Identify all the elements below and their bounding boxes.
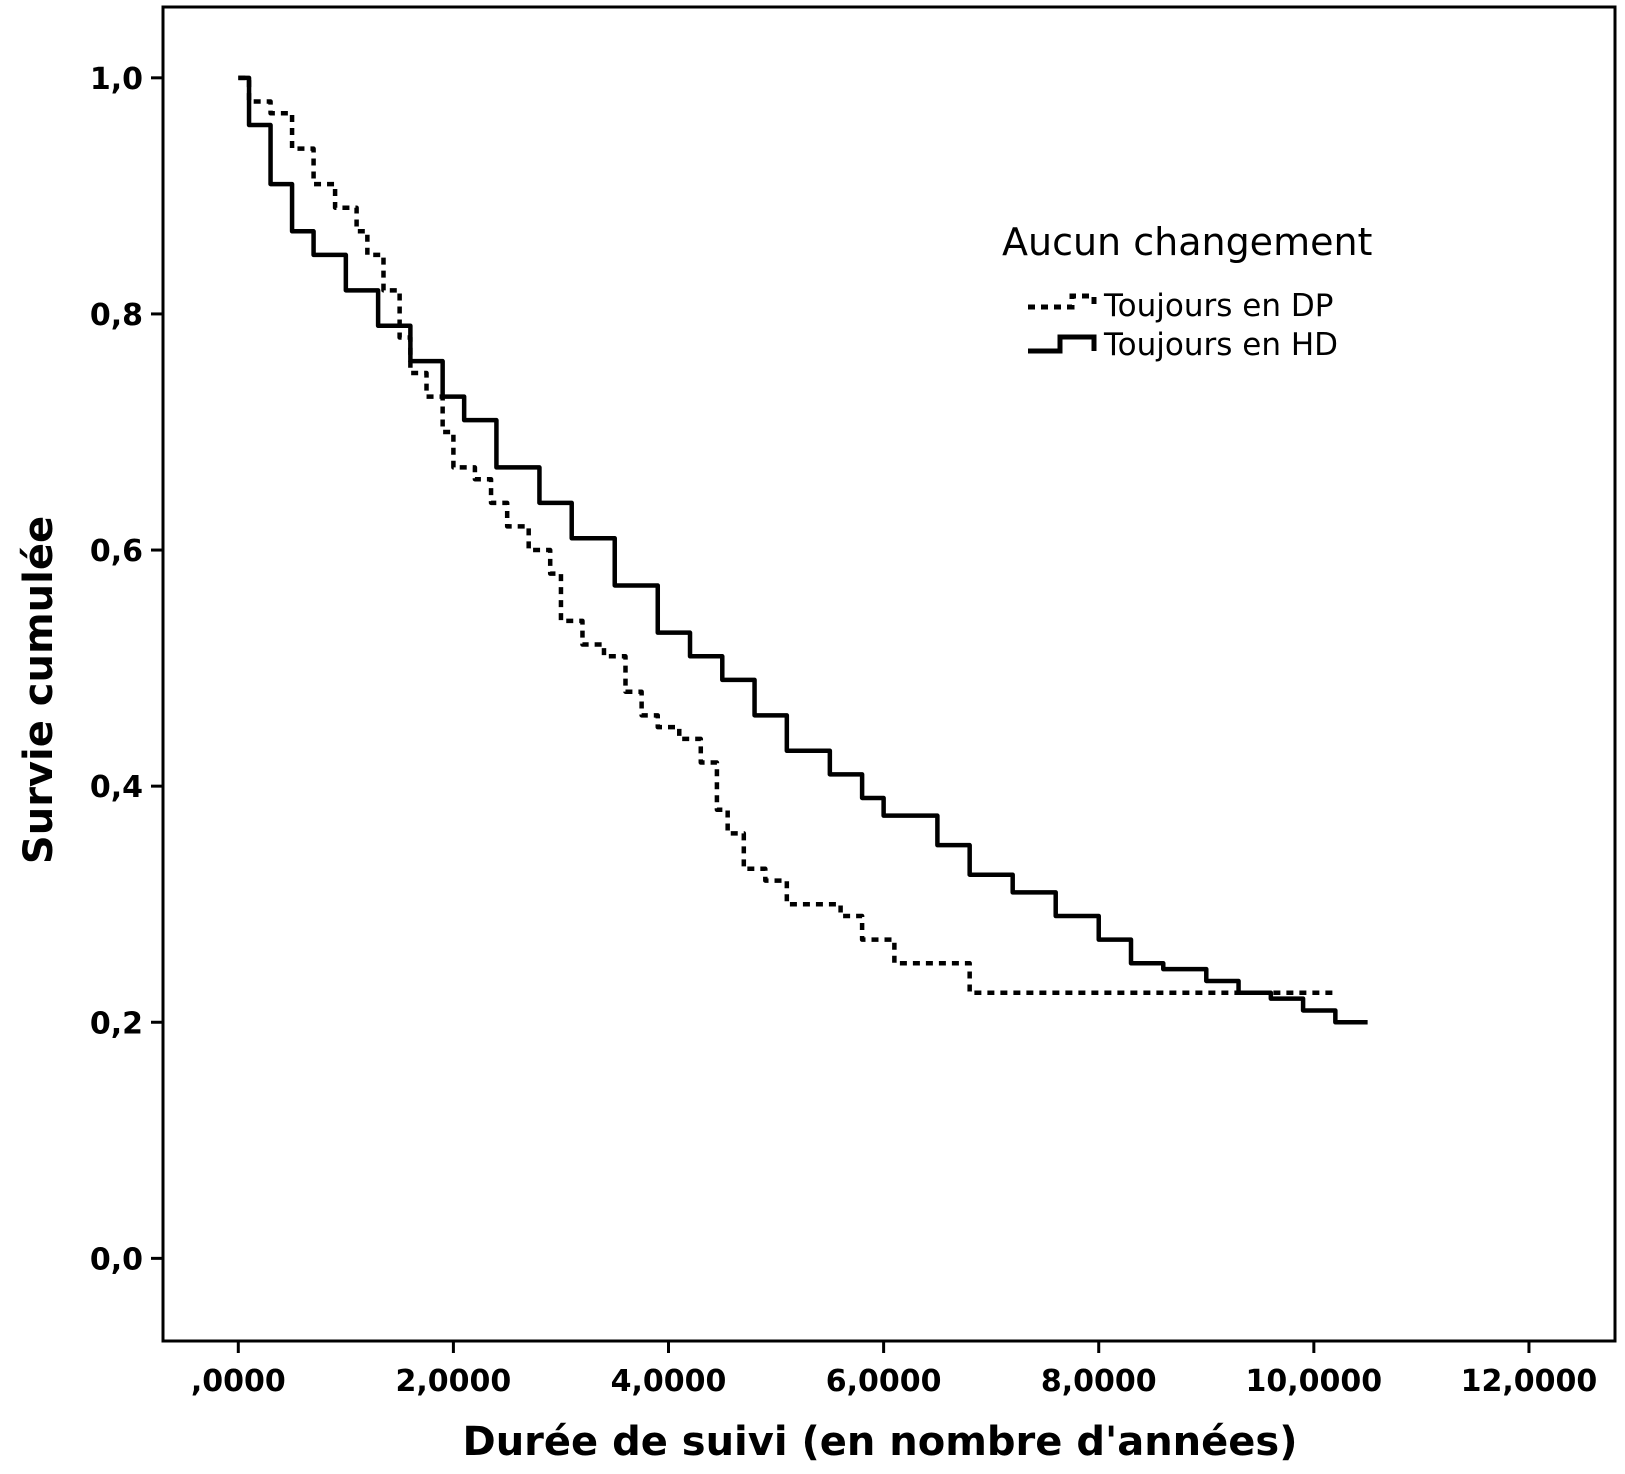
legend-swatch-hd	[1028, 334, 1097, 354]
legend-label-hd: Toujours en HD	[1103, 327, 1338, 363]
x-tick-label: 8,0000	[1041, 1364, 1157, 1399]
y-tick-label: 0,6	[90, 534, 143, 569]
x-tick-label: 4,0000	[611, 1364, 727, 1399]
y-tick-label: 0,8	[90, 298, 143, 333]
y-tick-label: 0,4	[90, 770, 143, 805]
legend-title: Aucun changement	[1002, 220, 1372, 264]
series-layer	[238, 75, 1368, 1025]
series-line-hd	[238, 75, 1368, 1025]
plot-frame	[161, 5, 1617, 1343]
x-axis-title: Durée de suivi (en nombre d'années)	[462, 1419, 1297, 1465]
legend: Aucun changement Toujours en DP Toujours…	[1002, 220, 1372, 363]
legend-label-dp: Toujours en DP	[1103, 288, 1333, 324]
legend-swatch-dp	[1028, 293, 1097, 310]
x-tick-label: 10,0000	[1246, 1364, 1383, 1399]
x-tick-label: ,0000	[191, 1364, 286, 1399]
series-line-dp	[238, 75, 1336, 995]
x-tick-label: 2,0000	[396, 1364, 512, 1399]
y-tick-label: 0,2	[90, 1006, 143, 1041]
y-tick-label: 1,0	[90, 62, 143, 97]
y-tick-label: 0,0	[90, 1242, 143, 1277]
x-tick-label: 12,0000	[1461, 1364, 1598, 1399]
y-axis-title: Survie cumulée	[16, 516, 62, 864]
y-axis-ticks: 0,0 0,2 0,4 0,6 0,8 1,0	[90, 62, 163, 1277]
x-axis-ticks: ,0000 2,0000 4,0000 6,0000 8,0000 10,0000 12,0…	[191, 1341, 1597, 1399]
x-tick-label: 6,0000	[826, 1364, 942, 1399]
